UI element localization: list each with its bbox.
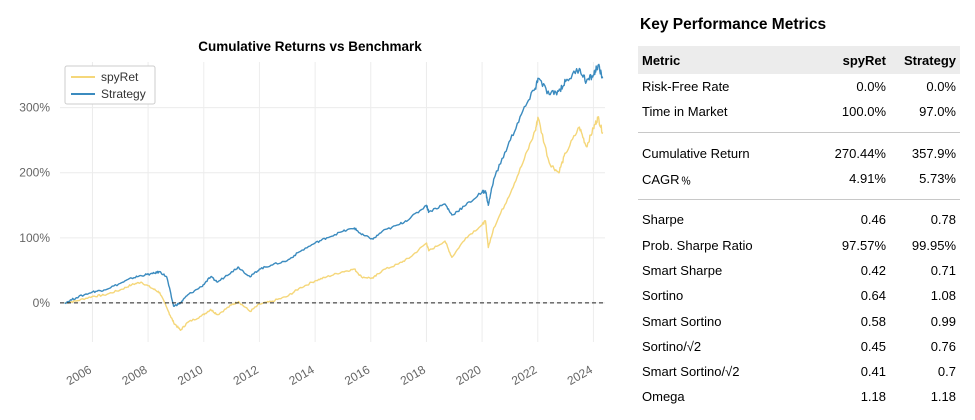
metric-name: Risk-Free Rate [642,79,730,95]
metric-value-spyret: 97.57% [841,237,886,253]
header-metric: Metric [638,46,810,74]
metric-value-strategy: 5.73% [919,171,956,187]
metrics-row: CAGR﹪ 4.91% 5.73% [638,166,960,191]
x-tick-label: 2016 [342,362,372,388]
metric-value-spyret: 100.0% [841,104,886,120]
cumulative-returns-chart: Cumulative Returns vs Benchmark 0% 100% 20… [19,39,605,388]
header-spyret: spyRet [810,46,890,74]
metric-name: Smart Sharpe [642,262,723,278]
legend-label: spyRet [101,70,139,84]
x-tick-label: 2018 [398,362,428,388]
metrics-separator [638,191,960,207]
metrics-row: Time in Market 100.0% 97.0% [638,99,960,124]
x-tick-label: 2022 [509,362,539,388]
metric-value-strategy: 357.9% [911,145,956,161]
metric-value-strategy: 1.18 [930,389,956,405]
metric-value-spyret: 0.0% [856,79,886,95]
metric-value-strategy: 1.08 [930,288,956,304]
metric-name: Sharpe [642,212,684,228]
metrics-row: Cumulative Return 270.44% 357.9% [638,141,960,166]
metrics-row: Sortino/√2 0.45 0.76 [638,334,960,359]
metric-value-strategy: 0.71 [930,262,956,278]
grid-lines [60,62,605,342]
y-tick-label: 200% [19,166,50,180]
metric-value-spyret: 270.44% [834,145,886,161]
x-axis-ticks: 2006 2008 2010 2012 2014 2016 2018 2020 2022 2024 [64,362,595,388]
metric-name: Smart Sortino/√2 [642,364,740,380]
metrics-title: Key Performance Metrics [640,16,827,33]
header-strategy: Strategy [890,46,960,74]
legend: spyRet Strategy [64,65,156,105]
metric-value-strategy: 97.0% [919,104,956,120]
y-tick-label: 300% [19,101,50,115]
metric-name: Prob. Sharpe Ratio [642,237,753,253]
metrics-row: Prob. Sharpe Ratio 97.57% 99.95% [638,232,960,257]
metrics-separator [638,125,960,141]
x-tick-label: 2006 [64,362,94,388]
metric-value-spyret: 0.64 [860,288,886,304]
metric-value-spyret: 0.41 [860,364,886,380]
metrics-row: Smart Sharpe 0.42 0.71 [638,258,960,283]
series-line-strategy [64,63,604,307]
x-tick-label: 2024 [565,362,595,388]
metric-value-strategy: 99.95% [911,237,956,253]
metric-value-spyret: 0.58 [860,313,886,329]
metrics-header-row: Metric spyRet Strategy [638,46,960,74]
metric-name: Cumulative Return [642,145,750,161]
metrics-row: Risk-Free Rate 0.0% 0.0% [638,74,960,99]
metric-name: Sortino/√2 [642,338,702,354]
metric-value-spyret: 0.45 [860,338,886,354]
metrics-row: Sortino 0.64 1.08 [638,283,960,308]
metric-name: Sortino [642,288,684,304]
y-tick-label: 100% [19,231,50,245]
metric-value-spyret: 0.42 [860,262,886,278]
x-tick-label: 2010 [175,362,205,388]
chart-title: Cumulative Returns vs Benchmark [198,39,422,54]
y-tick-label: 0% [33,296,51,310]
metric-name: CAGR﹪ [642,172,693,188]
metrics-table: Metric spyRet Strategy Risk-Free Rate 0.0… [638,46,960,410]
metric-value-spyret: 1.18 [860,389,886,405]
x-tick-label: 2008 [119,362,149,388]
series-lines [64,63,604,331]
y-axis-ticks: 0% 100% 200% 300% [19,101,50,310]
metric-value-spyret: 4.91% [849,171,886,187]
metrics-row: Sharpe 0.46 0.78 [638,207,960,232]
x-tick-label: 2012 [231,362,261,388]
metric-value-strategy: 0.76 [930,338,956,354]
metric-name: Time in Market [642,104,728,120]
metric-value-spyret: 0.46 [860,212,886,228]
metric-value-strategy: 0.0% [926,79,956,95]
metrics-row: Smart Sortino/√2 0.41 0.7 [638,359,960,384]
metric-value-strategy: 0.7 [937,364,956,380]
legend-label: Strategy [101,87,146,101]
metric-value-strategy: 0.99 [930,313,956,329]
metric-name: Omega [642,389,685,405]
metrics-row: Omega 1.18 1.18 [638,384,960,409]
series-line-spyret [64,116,604,331]
metric-value-strategy: 0.78 [930,212,956,228]
x-tick-label: 2020 [453,362,483,388]
metric-name: Smart Sortino [642,313,722,329]
x-tick-label: 2014 [287,362,317,388]
metrics-row: Smart Sortino 0.58 0.99 [638,308,960,333]
